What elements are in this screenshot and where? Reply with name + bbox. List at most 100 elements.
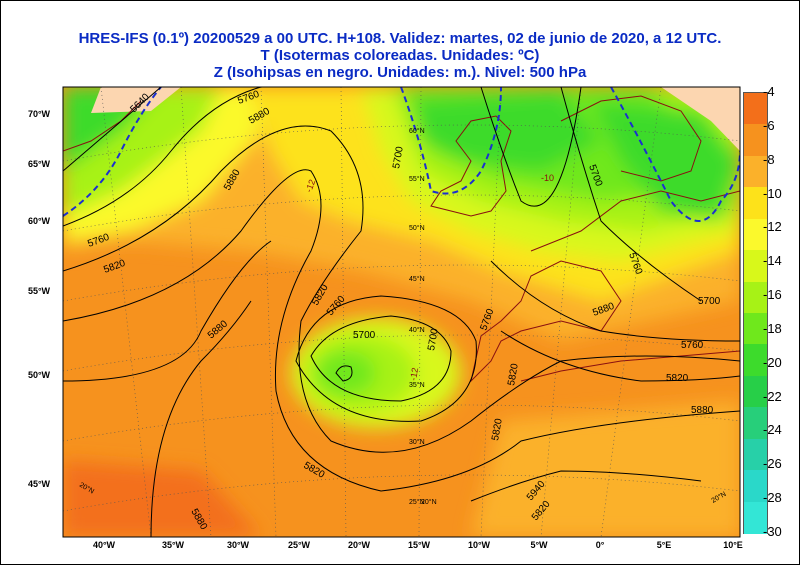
contour-5820-east: [500, 330, 740, 382]
contour-5820-trough: [63, 169, 740, 492]
map-frame: [62, 86, 741, 538]
legend-swatch: [744, 375, 767, 408]
title-line-3: Z (Isohipsas en negro. Unidades: m.). Ni…: [213, 64, 587, 81]
contour-label: 5760: [681, 340, 704, 351]
coastlines: [63, 95, 740, 383]
legend-swatch: [744, 344, 767, 377]
lon-label: 30°W: [226, 540, 250, 550]
cold-isotherm-central: [400, 87, 502, 195]
contour-5760-east: [490, 260, 740, 342]
lat-label: 50°W: [27, 370, 51, 380]
legend-label: -16: [763, 287, 782, 303]
lon-label: 10°W: [467, 540, 491, 550]
temp-label: -12: [408, 367, 420, 382]
legend-swatch: [744, 281, 767, 314]
graticule: [63, 87, 740, 537]
legend-label: -30: [763, 524, 782, 539]
lon-label: 15°W: [407, 540, 431, 550]
legend-swatch: [744, 470, 767, 503]
title-line-2: T (Isotermas coloreadas. Unidades: ºC): [260, 47, 540, 64]
temp-label: -10: [541, 173, 554, 183]
missing-data-northeast: [661, 87, 740, 151]
contour-label: 5820: [666, 373, 689, 384]
contour-5880-west: [63, 240, 272, 382]
contour-5700-north: [480, 87, 582, 207]
coast-british-isles: [430, 115, 512, 217]
contour-label: 5700: [353, 330, 376, 341]
lat-inner-label: 60°N: [409, 127, 425, 135]
legend-label: -22: [763, 388, 782, 404]
legend-label: -6: [763, 117, 775, 133]
contour-label: 5880: [691, 405, 714, 416]
lon-label: 5°W: [530, 540, 548, 550]
legend-label: -14: [763, 253, 782, 269]
legend-swatch: [744, 438, 767, 471]
contour-label: 5700: [426, 327, 441, 351]
legend-swatch: [744, 250, 767, 283]
legend-label: -24: [763, 422, 782, 438]
cold-isotherm-west: [63, 87, 162, 217]
contour-5760-cutoff: [295, 295, 477, 422]
contour-5700-cutoff: [310, 315, 452, 402]
lat-label: 60°W: [27, 216, 51, 226]
lon-label: 40°W: [92, 540, 116, 550]
lat-label: 45°W: [27, 479, 51, 489]
temp-band-green-east: [591, 101, 740, 221]
lon-label: 10°E: [723, 540, 743, 550]
legend-label: -26: [763, 456, 782, 472]
contour-label: 5820: [506, 362, 521, 386]
legend-label: -12: [763, 219, 782, 235]
lat-inner-label: 30°N: [409, 438, 425, 446]
cold-isotherm-east: [610, 87, 740, 222]
contour-label: 5700: [391, 145, 406, 169]
contour-5880-main: [63, 125, 740, 453]
legend-label: -4: [763, 84, 775, 99]
lon-label: 20°W: [347, 540, 371, 550]
lon-label: 5°E: [656, 540, 672, 550]
lat-inner-label: 50°N: [409, 224, 425, 232]
coast-iberia: [470, 260, 622, 383]
geopotential-contours: [63, 87, 740, 537]
title-line-1: HRES-IFS (0.1º) 20200529 a 00 UTC. H+108…: [78, 30, 722, 47]
contour-5640: [63, 87, 162, 172]
lat-inner-label: 55°N: [409, 175, 425, 183]
legend-label: -20: [763, 354, 782, 370]
legend-swatch: [744, 187, 767, 220]
lat-label: 65°W: [27, 159, 51, 169]
missing-data-northwest: [91, 87, 181, 113]
contour-5880-south: [150, 300, 252, 537]
contour-label: 5700: [698, 296, 721, 307]
lon-label: 0°: [595, 540, 605, 550]
lat-inner-label: 40°N: [409, 326, 425, 334]
legend-swatch: [744, 501, 767, 534]
legend-swatch: [744, 155, 767, 188]
coast-north-africa: [520, 350, 740, 382]
coast-scandinavia: [560, 95, 702, 182]
contour-5760-west: [63, 87, 262, 227]
contour-cutoff-center: [335, 365, 353, 382]
latitude-inner-labels: 60°N 55°N 50°N 45°N 40°N 35°N 30°N 25°N …: [78, 127, 728, 506]
legend-swatch: [744, 218, 767, 251]
temp-label: -12: [303, 178, 317, 194]
contour-label: 5820: [490, 417, 505, 441]
lat-inner-label: 20°N: [421, 498, 437, 506]
lat-inner-label: 25°N: [409, 498, 425, 506]
lat-label: 55°W: [27, 286, 51, 296]
coast-europe: [530, 190, 740, 252]
legend-swatch: [744, 93, 767, 125]
legend-swatch: [744, 313, 767, 345]
lat-label: 70°W: [27, 109, 51, 119]
temp-band-green-dark: [411, 91, 601, 171]
contour-5940-south: [470, 470, 702, 502]
lon-label: 35°W: [161, 540, 185, 550]
legend-label: -18: [763, 320, 782, 336]
cold-isotherm-lines: [63, 87, 740, 222]
temperature-labels: -12 -12 -10: [303, 173, 554, 381]
legend-swatch: [744, 407, 767, 440]
temperature-field: 5640 5760 5880 5880 5760 5820 5820 5880 …: [63, 87, 740, 537]
legend-swatch: [744, 124, 767, 157]
lon-label: 25°W: [287, 540, 311, 550]
lat-inner-label: 35°N: [409, 381, 425, 389]
